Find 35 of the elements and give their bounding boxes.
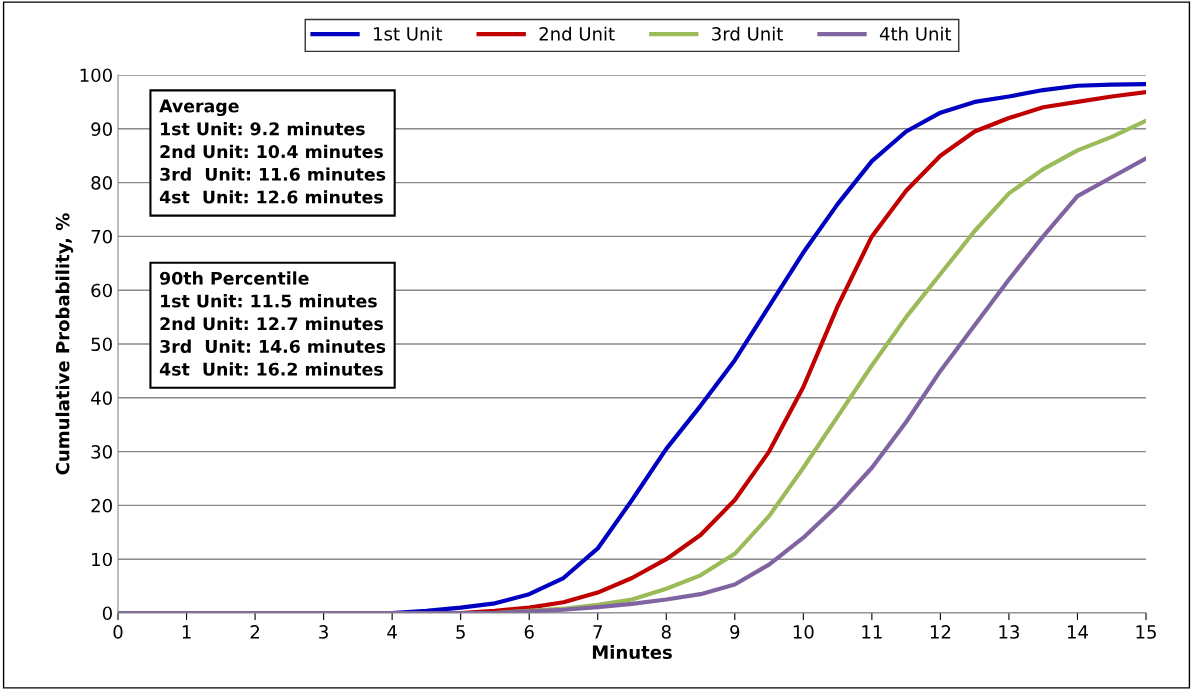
y-tick-label: 30 — [91, 445, 112, 459]
y-tick-label: 100 — [80, 68, 112, 83]
y-tick-label: 20 — [91, 498, 112, 513]
legend-label: 1st Unit — [374, 26, 443, 41]
legend-label: 2nd Unit — [539, 26, 615, 41]
x-tick-label: 0 — [113, 625, 123, 639]
x-tick-label: 2 — [250, 625, 259, 639]
x-tick-label: 15 — [1136, 625, 1156, 639]
legend-label: 4th Unit — [879, 26, 952, 41]
x-tick-label: 12 — [930, 625, 951, 639]
x-tick-label: 10 — [793, 625, 814, 639]
x-axis-title: Minutes — [592, 645, 672, 660]
x-tick-label: 3 — [319, 625, 328, 639]
y-tick-label: 50 — [91, 337, 112, 352]
x-tick-label: 9 — [730, 625, 740, 639]
x-tick-label: 8 — [661, 625, 671, 639]
x-tick-label: 4 — [387, 625, 397, 639]
x-tick-label: 14 — [1067, 625, 1088, 639]
annotation: 90th Percentile 1st Unit: 11.5 minutes 2nd Unit: 12.7 minutes 3rd Unit: 14.6 minutes 4st Unit: 16.2 minutes — [159, 271, 386, 376]
annotation: Average 1st Unit: 9.2 minutes 2nd Unit: 10.4 minutes 3rd Unit: 11.6 minutes 4st Unit: 12.6 minutes — [159, 99, 386, 204]
legend-label: 3rd Unit — [712, 26, 783, 41]
x-tick-label: 7 — [593, 625, 602, 639]
y-tick-label: 70 — [91, 229, 112, 244]
x-tick-label: 6 — [524, 625, 534, 639]
x-tick-label: 13 — [999, 625, 1019, 639]
x-tick-label: 1 — [182, 625, 191, 639]
x-tick-label: 11 — [862, 625, 882, 639]
y-axis-title: Cumulative Probability, % — [55, 213, 74, 475]
y-tick-label: 0 — [102, 606, 112, 621]
y-tick-label: 60 — [91, 283, 112, 298]
y-tick-label: 80 — [91, 176, 112, 190]
y-tick-label: 90 — [91, 122, 112, 136]
x-tick-label: 5 — [456, 625, 465, 639]
y-tick-label: 10 — [92, 552, 112, 567]
y-tick-label: 40 — [91, 391, 112, 405]
